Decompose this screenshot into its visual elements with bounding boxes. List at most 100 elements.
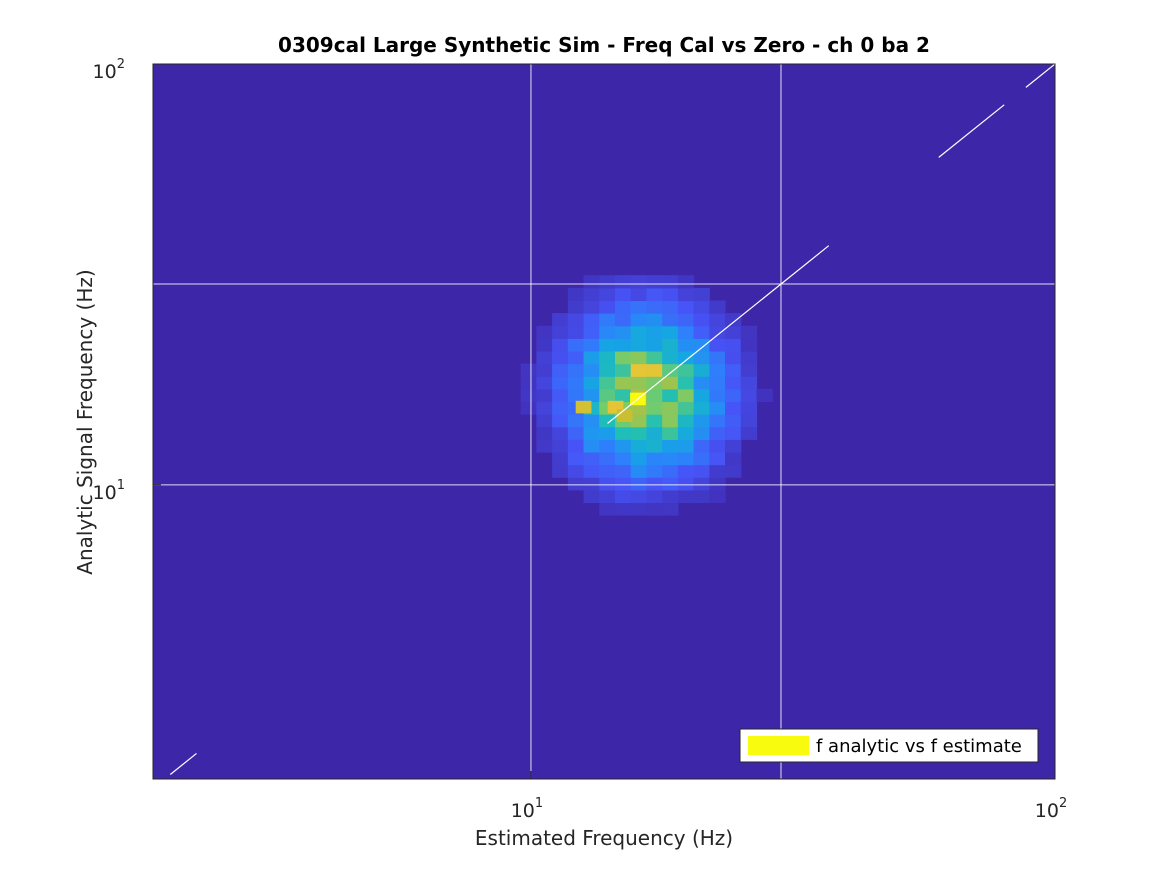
heatmap-cell (614, 388, 632, 403)
heatmap-cell (614, 325, 632, 339)
heatmap-cell (630, 287, 648, 302)
heatmap-cell (583, 325, 600, 339)
heatmap-cell (630, 275, 648, 289)
heatmap-cell (583, 350, 600, 365)
heatmap-cell (725, 388, 742, 403)
heatmap-cell (614, 376, 632, 390)
heatmap-cell (614, 477, 632, 491)
grid (153, 64, 1055, 779)
heatmap-cell (677, 287, 695, 302)
heatmap-cell (630, 313, 648, 327)
heatmap-cell (693, 489, 710, 504)
heatmap-cell (583, 300, 600, 314)
x-tick-label: 102 (1035, 796, 1067, 822)
heatmap-cell (709, 426, 726, 440)
heatmap-cell (599, 426, 616, 440)
heatmap-cell (662, 287, 679, 302)
heatmap-cell (740, 426, 758, 440)
heatmap-cell (646, 363, 663, 377)
heatmap-cell (552, 376, 569, 390)
heatmap-cell (740, 376, 758, 390)
heatmap-cell (567, 350, 585, 365)
heatmap-cell (709, 350, 726, 365)
heatmap-cell (599, 414, 616, 428)
heatmap-cell (709, 313, 726, 327)
reference-line (169, 64, 1055, 775)
heatmap-cell (552, 388, 569, 403)
heatmap-cell (567, 300, 585, 314)
heatmap-cell (725, 401, 742, 415)
heatmap-cell (662, 451, 679, 466)
heatmap-hot-cell (616, 409, 633, 422)
heatmap-cell (583, 313, 600, 327)
heatmap-cell (552, 426, 569, 440)
heatmap-cell (567, 363, 585, 377)
legend-swatch (748, 736, 809, 755)
heatmap-cell (583, 489, 600, 504)
heatmap-cell (677, 275, 695, 289)
heatmap-cell (693, 325, 710, 339)
heatmap-cell (536, 414, 553, 428)
heatmap-cell (646, 426, 663, 440)
heatmap-cell (662, 350, 679, 365)
heatmap-cell (646, 464, 663, 478)
heatmap-cell (693, 388, 710, 403)
y-axis-label: Analytic Signal Frequency (Hz) (73, 269, 97, 574)
heatmap-cell (693, 300, 710, 314)
heatmap-cell (599, 350, 616, 365)
heatmap-cell (614, 287, 632, 302)
heatmap-cell (583, 464, 600, 478)
heatmap-cell (709, 300, 726, 314)
heatmap-cell (599, 338, 616, 352)
heatmap-cell (630, 300, 648, 314)
heatmap-cell (662, 489, 679, 504)
heatmap-cell (677, 439, 695, 453)
heatmap-cell (567, 414, 585, 428)
heatmap-cell (630, 338, 648, 352)
heatmap-cell (662, 325, 679, 339)
heatmap-cell (552, 350, 569, 365)
heatmap-cell (646, 376, 663, 390)
heatmap-cell (630, 414, 648, 428)
heatmap-cell (693, 313, 710, 327)
heatmap-cell (740, 414, 758, 428)
heatmap-cell (599, 477, 616, 491)
heatmap-cell (599, 275, 616, 289)
heatmap-cell (630, 489, 648, 504)
heatmap-cell (536, 388, 553, 403)
heatmap-cell (614, 451, 632, 466)
heatmap-cell (567, 376, 585, 390)
heatmap-cell (677, 376, 695, 390)
heatmap-cell (662, 414, 679, 428)
heatmap-cell (599, 325, 616, 339)
heatmap-cell (536, 325, 553, 339)
heatmap-cell (677, 300, 695, 314)
y-tick-label: 101 (93, 478, 125, 504)
heatmap-cell (662, 439, 679, 453)
heatmap-cell (693, 451, 710, 466)
x-tick-label: 101 (511, 796, 543, 822)
heatmap-cell (693, 363, 710, 377)
heatmap-cell (630, 477, 648, 491)
heatmap-cell (599, 439, 616, 453)
heatmap-cell (599, 464, 616, 478)
reference-line-segment (169, 752, 197, 775)
heatmap-cell (552, 451, 569, 466)
heatmap-cell (646, 414, 663, 428)
heatmap-cell (567, 451, 585, 466)
heatmap-cell (552, 464, 569, 478)
heatmap-cell (662, 502, 679, 516)
heatmap-cell (725, 350, 742, 365)
heatmap-cell (709, 451, 726, 466)
heatmap-cell (583, 451, 600, 466)
heatmap-cell (725, 313, 742, 327)
legend[interactable]: f analytic vs f estimate (739, 728, 1039, 763)
heatmap-cell (693, 401, 710, 415)
heatmap-cell (599, 502, 616, 516)
heatmap-cell (693, 439, 710, 453)
heatmap-cell (536, 426, 553, 440)
heatmap-cell (614, 350, 632, 365)
heatmap-cell (583, 363, 600, 377)
heatmap-cell (709, 401, 726, 415)
heatmap-cell (646, 451, 663, 466)
